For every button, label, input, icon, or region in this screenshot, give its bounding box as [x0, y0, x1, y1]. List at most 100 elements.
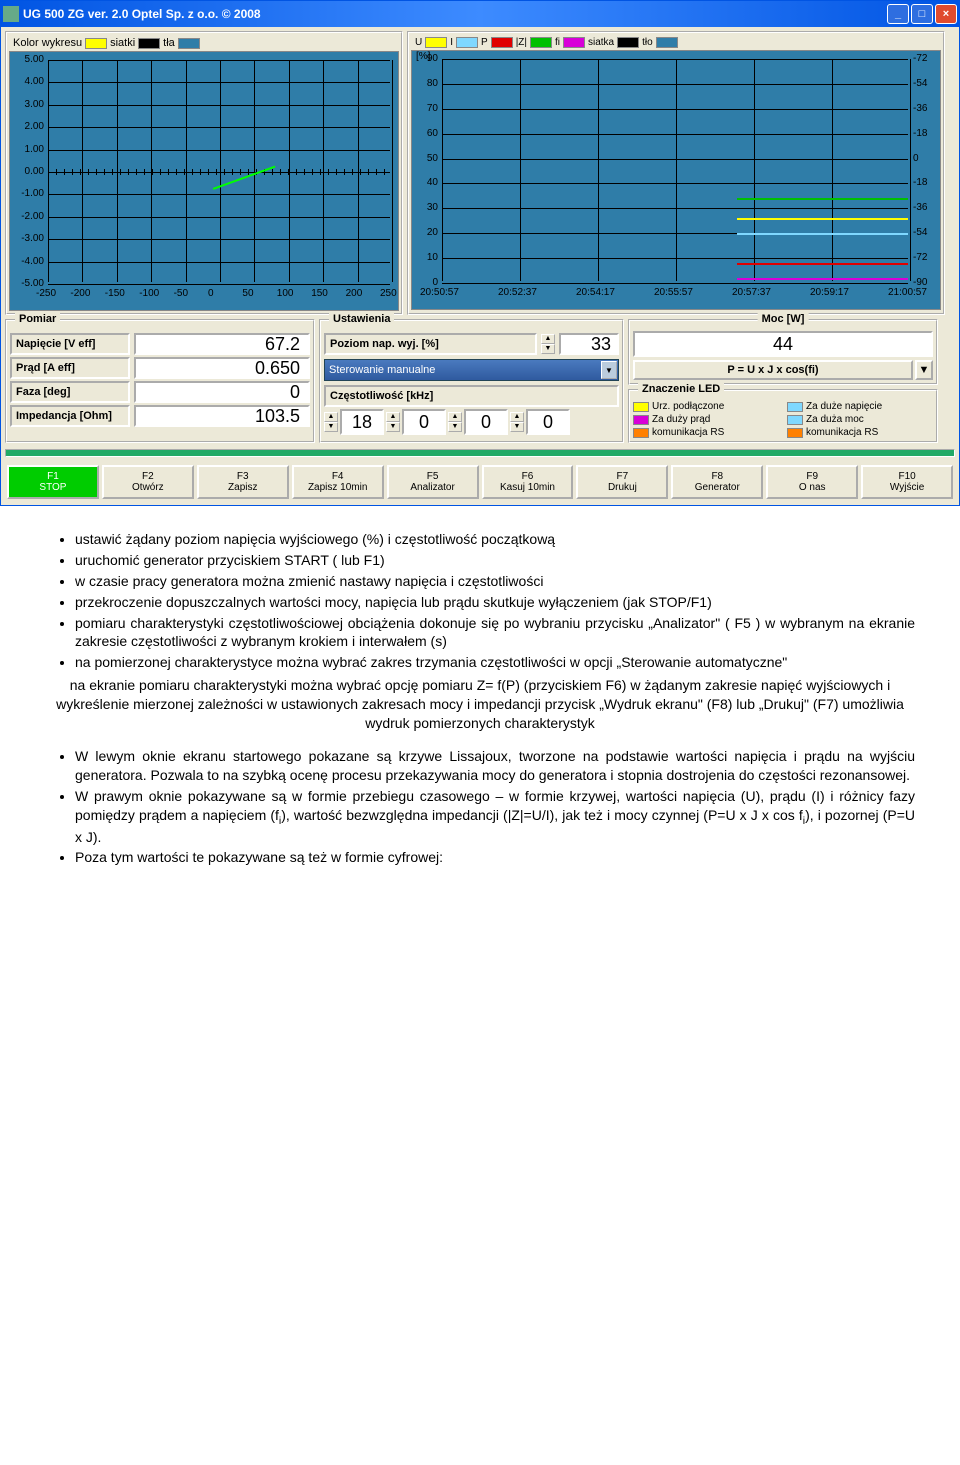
- led-swatch: [633, 402, 649, 412]
- swatch-siatki[interactable]: [138, 38, 160, 49]
- titlebar[interactable]: UG 500 ZG ver. 2.0 Optel Sp. z o.o. © 20…: [1, 1, 959, 27]
- formula-button[interactable]: P = U x J x cos(fi): [633, 360, 913, 380]
- group-title: Pomiar: [15, 313, 60, 325]
- moc-value: 44: [633, 331, 933, 357]
- poziom-value[interactable]: 33: [559, 333, 619, 355]
- close-button[interactable]: ×: [935, 4, 957, 24]
- measure-value: 0: [134, 381, 310, 403]
- measure-label: Impedancja [Ohm]: [10, 405, 130, 427]
- swatch-i[interactable]: [456, 37, 478, 48]
- measure-value: 67.2: [134, 333, 310, 355]
- led-label: komunikacja RS: [652, 427, 724, 438]
- swatch-z[interactable]: [530, 37, 552, 48]
- fkey-f10[interactable]: F10Wyjście: [861, 465, 953, 499]
- bullet: przekroczenie dopuszczalnych wartości mo…: [75, 593, 915, 612]
- legend-label: tło: [642, 37, 653, 48]
- app-icon: [3, 6, 19, 22]
- freq-digit[interactable]: 18: [340, 409, 384, 435]
- freq-digit[interactable]: 0: [464, 409, 508, 435]
- measure-value: 103.5: [134, 405, 310, 427]
- separator-bar: [5, 449, 955, 457]
- timeseries-panel: U I P |Z| fi siatka tło [%]90-7280-5470-…: [407, 31, 945, 315]
- swatch-tlo[interactable]: [656, 37, 678, 48]
- bullet: W lewym oknie ekranu startowego pokazane…: [75, 747, 915, 785]
- bullet: pomiaru charakterystyki częstotliwościow…: [75, 614, 915, 652]
- document-text: ustawić żądany poziom napięcia wyjściowe…: [0, 506, 960, 891]
- fkey-f4[interactable]: F4Zapisz 10min: [292, 465, 384, 499]
- fkey-f3[interactable]: F3Zapisz: [197, 465, 289, 499]
- window-title: UG 500 ZG ver. 2.0 Optel Sp. z o.o. © 20…: [23, 7, 261, 21]
- function-key-bar: F1STOPF2OtwórzF3ZapiszF4Zapisz 10minF5An…: [5, 463, 955, 501]
- minimize-button[interactable]: _: [887, 4, 909, 24]
- led-label: komunikacja RS: [806, 427, 878, 438]
- legend-label: P: [481, 37, 488, 48]
- freq-spinner[interactable]: ▲▼: [386, 412, 400, 432]
- led-group: Znaczenie LED Urz. podłączoneZa duże nap…: [628, 389, 938, 443]
- group-title: Znaczenie LED: [638, 383, 724, 395]
- fkey-f5[interactable]: F5Analizator: [387, 465, 479, 499]
- legend-label: fi: [555, 37, 560, 48]
- led-label: Urz. podłączone: [652, 401, 724, 412]
- fkey-f7[interactable]: F7Drukuj: [576, 465, 668, 499]
- legend-label: U: [415, 37, 422, 48]
- maximize-button[interactable]: □: [911, 4, 933, 24]
- fkey-f2[interactable]: F2Otwórz: [102, 465, 194, 499]
- poziom-label: Poziom nap. wyj. [%]: [324, 333, 537, 355]
- legend-label: I: [450, 37, 453, 48]
- mode-combo[interactable]: Sterowanie manualne ▼: [324, 359, 619, 381]
- freq-spinner[interactable]: ▲▼: [324, 412, 338, 432]
- pomiar-group: Pomiar Napięcie [V eff]67.2Prąd [A eff]0…: [5, 319, 315, 443]
- measure-value: 0.650: [134, 357, 310, 379]
- lissajous-panel: Kolor wykresu siatki tła 5.004.003.002.0…: [5, 31, 403, 315]
- led-label: Za duże napięcie: [806, 401, 882, 412]
- swatch-tla[interactable]: [178, 38, 200, 49]
- fkey-f8[interactable]: F8Generator: [671, 465, 763, 499]
- legend-label: siatka: [588, 37, 614, 48]
- measure-label: Napięcie [V eff]: [10, 333, 130, 355]
- bullet: ustawić żądany poziom napięcia wyjściowe…: [75, 530, 915, 549]
- led-swatch: [787, 402, 803, 412]
- freq-spinner[interactable]: ▲▼: [510, 412, 524, 432]
- bullet: W prawym oknie pokazywane są w formie pr…: [75, 787, 915, 847]
- measure-label: Prąd [A eff]: [10, 357, 130, 379]
- led-swatch: [787, 415, 803, 425]
- timeseries-chart: [%]90-7280-5470-3660-1850040-1830-3620-5…: [411, 50, 941, 310]
- formula-dropdown[interactable]: ▼: [915, 360, 933, 380]
- led-swatch: [633, 415, 649, 425]
- fkey-f6[interactable]: F6Kasuj 10min: [482, 465, 574, 499]
- bullet: w czasie pracy generatora można zmienić …: [75, 572, 915, 591]
- lissajous-chart: 5.004.003.002.001.000.00-1.00-2.00-3.00-…: [9, 51, 399, 311]
- legend-label: siatki: [110, 37, 135, 49]
- chevron-down-icon: ▼: [601, 361, 617, 379]
- swatch-siatka[interactable]: [617, 37, 639, 48]
- legend-label: tła: [163, 37, 175, 49]
- led-swatch: [787, 428, 803, 438]
- fkey-f1[interactable]: F1STOP: [7, 465, 99, 499]
- led-label: Za duża moc: [806, 414, 864, 425]
- paragraph: na ekranie pomiaru charakterystyki można…: [45, 676, 915, 733]
- freq-label: Częstotliwość [kHz]: [324, 385, 619, 407]
- bullet: Poza tym wartości te pokazywane są też w…: [75, 848, 915, 867]
- freq-digit[interactable]: 0: [526, 409, 570, 435]
- bullet: uruchomić generator przyciskiem START ( …: [75, 551, 915, 570]
- moc-group: Moc [W] 44 P = U x J x cos(fi) ▼: [628, 319, 938, 385]
- group-title: Ustawienia: [329, 313, 394, 325]
- swatch-fi[interactable]: [563, 37, 585, 48]
- freq-spinner[interactable]: ▲▼: [448, 412, 462, 432]
- legend-label: Kolor wykresu: [13, 37, 82, 49]
- legend-label: |Z|: [516, 37, 527, 48]
- combo-text: Sterowanie manualne: [329, 364, 435, 376]
- led-swatch: [633, 428, 649, 438]
- ustawienia-group: Ustawienia Poziom nap. wyj. [%] ▲▼ 33 St…: [319, 319, 624, 443]
- app-window: UG 500 ZG ver. 2.0 Optel Sp. z o.o. © 20…: [0, 0, 960, 506]
- measure-label: Faza [deg]: [10, 381, 130, 403]
- swatch-u[interactable]: [425, 37, 447, 48]
- freq-digit[interactable]: 0: [402, 409, 446, 435]
- led-label: Za duży prąd: [652, 414, 710, 425]
- bullet: na pomierzonej charakterystyce można wyb…: [75, 653, 915, 672]
- fkey-f9[interactable]: F9O nas: [766, 465, 858, 499]
- group-title: Moc [W]: [758, 313, 809, 325]
- swatch-kolor[interactable]: [85, 38, 107, 49]
- poziom-spinner[interactable]: ▲▼: [541, 334, 555, 354]
- swatch-p[interactable]: [491, 37, 513, 48]
